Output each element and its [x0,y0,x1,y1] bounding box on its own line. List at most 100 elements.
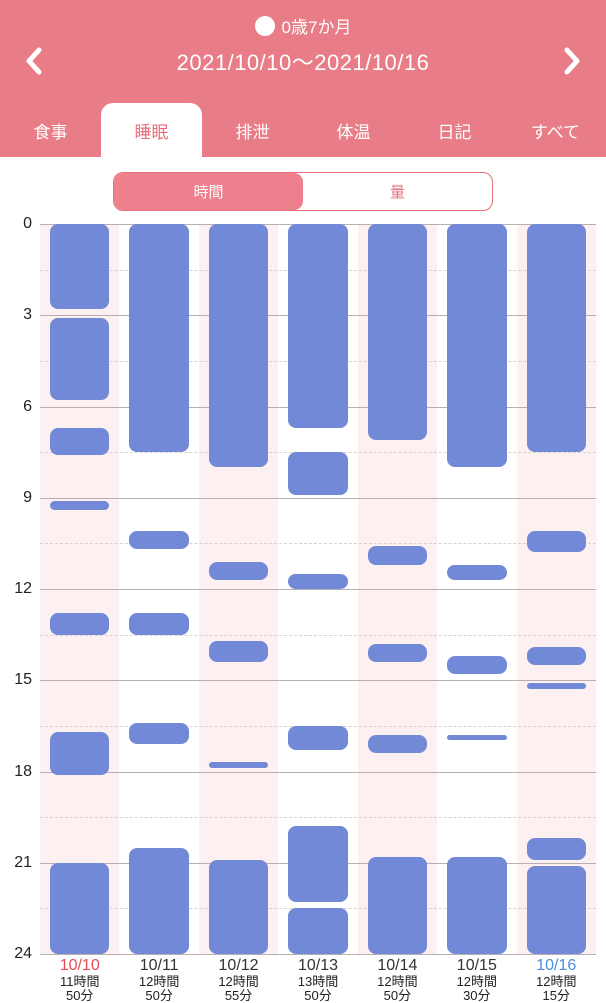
y-axis-label: 6 [23,397,32,415]
toggle-time[interactable]: 時間 [114,173,303,210]
sleep-bar[interactable] [526,224,586,453]
chevron-left-icon [26,47,42,75]
sleep-bar[interactable] [50,731,110,775]
sleep-bar[interactable] [447,655,507,675]
day-label-cell[interactable]: 10/13 13時間 50分 [278,956,357,1003]
sleep-bar[interactable] [288,908,348,954]
day-duration-line1: 12時間 [456,974,498,989]
baby-age: 0歳7か月 [281,18,352,37]
baby-icon [254,15,275,36]
day-date: 10/11 [139,957,179,974]
sleep-bar[interactable] [288,224,348,428]
sleep-bar[interactable] [367,224,428,440]
day-label-cell[interactable]: 10/15 12時間 30分 [437,956,516,1003]
day-date: 10/16 [536,957,577,974]
sleep-bar[interactable] [367,643,428,662]
sleep-bar[interactable] [367,735,428,754]
sleep-bar[interactable] [526,531,586,553]
tab-excretion[interactable]: 排泄 [235,122,270,142]
tab-bar: 食事 睡眠 排泄 体温 日記 すべて [0,103,606,157]
sleep-bar[interactable] [208,224,269,468]
date-range: 2021/10/10〜2021/10/16 [176,50,430,75]
tab-all[interactable]: すべて [530,122,581,142]
sleep-bar[interactable] [129,722,189,745]
sleep-bar[interactable] [50,224,110,310]
day-duration-line1: 12時間 [377,974,418,989]
major-gridline [40,680,596,682]
day-duration-line2: 55分 [224,988,253,1003]
sleep-bar[interactable] [447,856,507,954]
tab-diary[interactable]: 日記 [437,122,472,142]
toggle-row: 時間 量 [0,172,606,211]
sleep-bar[interactable] [526,865,586,954]
day-label-cell[interactable]: 10/11 12時間 50分 [119,956,198,1003]
sleep-bar[interactable] [288,725,348,751]
sleep-bar[interactable] [526,646,586,666]
sleep-bar[interactable] [50,318,110,401]
tab-meal[interactable]: 食事 [33,122,68,142]
y-axis-label: 9 [23,488,32,506]
header: 0歳7か月 2021/10/10〜2021/10/16 食事 睡眠 排泄 体温 … [0,0,606,157]
day-duration-line2: 50分 [65,988,94,1003]
sleep-bar[interactable] [50,500,110,510]
day-duration-line1: 12時間 [138,974,180,989]
day-duration-line1: 11時間 [59,974,100,989]
y-axis-label: 21 [14,853,32,871]
sleep-bar[interactable] [129,613,189,635]
baby-age-row: 0歳7か月 [0,0,606,38]
sleep-bar[interactable] [447,224,507,468]
day-duration-line2: 15分 [542,988,570,1003]
day-date: 10/13 [297,957,338,974]
sleep-bar[interactable] [447,564,507,580]
sleep-chart-plot [40,224,596,955]
sleep-bar[interactable] [288,826,348,903]
sleep-bar[interactable] [288,573,348,589]
sleep-bar[interactable] [50,427,110,456]
y-axis-label: 18 [14,762,32,780]
major-gridline [40,771,596,773]
toggle-amount[interactable]: 量 [389,184,405,201]
sleep-bar[interactable] [208,640,269,662]
tab-sleep[interactable]: 睡眠 [101,103,202,157]
date-navigation: 2021/10/10〜2021/10/16 [0,38,606,81]
sleep-bar[interactable] [447,735,507,740]
prev-week-button[interactable] [14,41,54,81]
sleep-chart: 0 3 6 9 12 15 18 21 24 [0,215,606,962]
y-axis-label: 12 [14,580,32,597]
sleep-bar[interactable] [208,762,269,769]
day-duration-line2: 30分 [463,988,491,1003]
sleep-bar[interactable] [129,224,189,453]
minor-gridline [40,817,596,819]
sleep-bar[interactable] [50,862,110,954]
sleep-bar[interactable] [367,856,428,954]
sleep-bar[interactable] [367,546,428,565]
sleep-bar[interactable] [526,683,586,690]
major-gridline [40,497,596,499]
y-axis-label: 24 [14,945,32,962]
y-axis-label: 0 [23,215,32,232]
day-duration-line1: 13時間 [297,974,339,989]
tab-temperature[interactable]: 体温 [336,122,371,142]
major-gridline [40,589,596,590]
sleep-bar[interactable] [129,531,189,550]
next-week-button[interactable] [552,41,592,81]
day-duration-line1: 12時間 [536,974,577,989]
sleep-bar[interactable] [526,838,586,860]
day-label-cell[interactable]: 10/16 12時間 15分 [517,956,596,1003]
sleep-bar[interactable] [129,847,189,954]
sleep-bar[interactable] [208,859,269,954]
day-label-cell[interactable]: 10/14 12時間 50分 [358,956,437,1003]
day-label-cell[interactable]: 10/10 11時間 50分 [40,956,119,1003]
day-duration-line1: 12時間 [218,974,259,989]
chevron-right-icon [564,47,580,75]
day-label-cell[interactable]: 10/12 12時間 55分 [199,956,278,1003]
sleep-bar[interactable] [288,452,348,495]
day-duration-line2: 50分 [145,988,173,1003]
minor-gridline [40,634,596,636]
major-gridline [40,954,596,955]
sleep-bar[interactable] [208,561,269,580]
day-date: 10/14 [377,957,418,974]
day-date: 10/15 [456,957,497,974]
sleep-bar[interactable] [50,613,110,635]
